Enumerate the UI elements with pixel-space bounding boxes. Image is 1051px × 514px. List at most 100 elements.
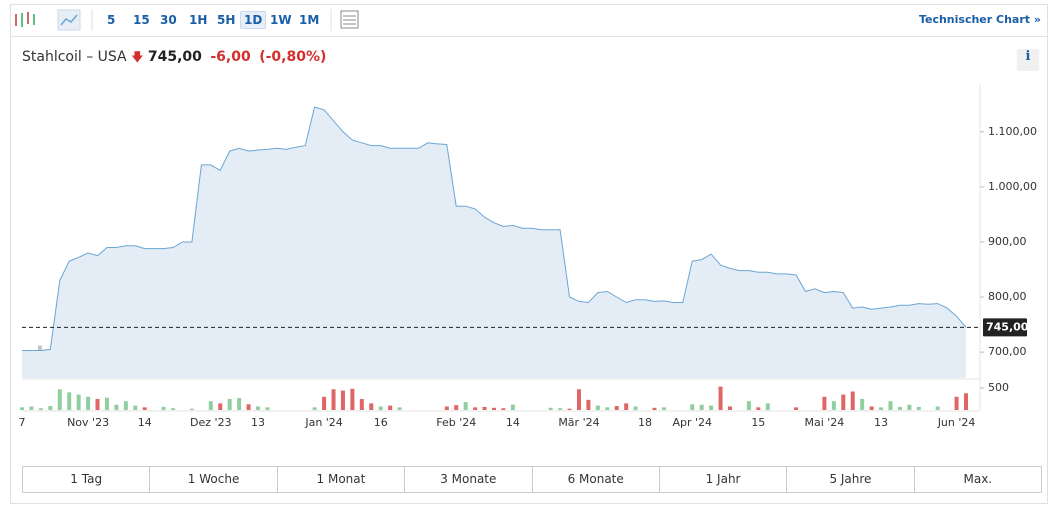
y-tick-label: 1.100,00 [988, 125, 1037, 138]
volume-bar [444, 406, 449, 410]
volume-bar [463, 402, 468, 410]
volume-bar [95, 398, 100, 410]
interval-button[interactable]: 1W [270, 13, 292, 27]
volume-bar [935, 406, 940, 410]
volume-bar [746, 401, 751, 410]
volume-bar [831, 401, 836, 410]
price: 745,00 [147, 49, 202, 65]
range-button[interactable]: 3 Monate [404, 467, 531, 492]
volume-bar [765, 403, 770, 410]
volume-bar [850, 391, 855, 410]
volume-bar [454, 405, 459, 410]
down-arrow: 🡇 [131, 50, 144, 64]
volume-bar [822, 396, 827, 410]
volume-bar [586, 399, 591, 410]
price-line [22, 106, 967, 351]
range-button[interactable]: 6 Monate [531, 467, 659, 492]
volume-bar [501, 408, 506, 410]
volume-bar [652, 407, 657, 410]
x-tick-label: Apr '24 [672, 416, 712, 429]
last-price-box [983, 318, 1027, 337]
range-button[interactable]: 1 Jahr [658, 467, 786, 492]
volume-bar [548, 407, 553, 410]
volume-bar [482, 406, 487, 410]
volume-bar [322, 396, 327, 410]
table-icon [330, 9, 359, 31]
volume-bar [860, 398, 865, 410]
volume-bar [114, 404, 119, 410]
volume-bar [794, 407, 799, 410]
volume-bar [76, 394, 81, 410]
range-button[interactable]: 1 Monat [276, 467, 404, 492]
technical-chart-link[interactable]: Technischer Chart » [919, 13, 1041, 26]
x-tick-label: Jun '24 [937, 416, 976, 429]
volume-bar [350, 388, 355, 410]
volume-bar [48, 406, 53, 410]
volume-bar [576, 389, 581, 410]
interval-button[interactable]: 1H [189, 13, 208, 27]
x-tick-label: Jan '24 [304, 416, 342, 429]
widget: 5 15 30 1H 5H 1D 1W 1M Technischer Chart » Stah… [10, 4, 1048, 504]
range-buttons: 1 Tag 1 Woche 1 Monat 3 Monate 6 Monate 1 Jah… [22, 466, 1042, 493]
volume-bar [218, 403, 223, 410]
interval-button[interactable]: 30 [160, 13, 177, 27]
quote-header: Stahlcoil – USA 🡇 745,00 -6,00 (-0,80%) [22, 48, 326, 69]
volume-bar [331, 389, 336, 410]
volume-bar [388, 405, 393, 410]
y2-tick-label: 500 [988, 381, 1009, 394]
volume-bar [359, 398, 364, 410]
volume-bar [67, 392, 72, 410]
change: -6,00 [210, 49, 251, 65]
interval-button[interactable]: 1M [299, 13, 320, 27]
volume-bar [246, 404, 251, 410]
volume-bar [897, 406, 902, 410]
link-text[interactable]: Technischer Chart [918, 13, 1031, 26]
volume-bar [340, 390, 345, 410]
volume-bar [633, 406, 638, 410]
range-button[interactable]: 1 Tag [70, 472, 103, 486]
info-button[interactable]: i [1017, 49, 1039, 71]
volume-bar [208, 401, 213, 410]
range-button[interactable]: 1 Woche [149, 467, 276, 492]
volume-bar [709, 405, 714, 410]
area [22, 107, 966, 378]
x-tick-label: 16 [374, 416, 388, 429]
volume-bar [605, 407, 610, 410]
link-arrow[interactable]: » [1033, 13, 1041, 26]
volume-bar [123, 401, 128, 410]
x-tick-label: Dez '23 [190, 416, 232, 429]
volume-bar [699, 404, 704, 410]
volume-bar [964, 393, 968, 410]
range-button[interactable]: Max. [913, 467, 1041, 492]
volume-bar [104, 397, 109, 410]
interval-button[interactable]: 5H [217, 13, 236, 27]
volume-bar [38, 408, 43, 410]
volume-bar [907, 404, 912, 410]
interval-button[interactable]: 5 [107, 13, 116, 27]
volume-bar [227, 398, 232, 410]
tool-icons [15, 9, 93, 31]
chart: 700,00800,00900,001.000,001.100,00500Inv… [19, 85, 1037, 429]
volume-bar [133, 405, 138, 410]
volume-bar [397, 407, 402, 410]
volume-bar [888, 401, 893, 410]
change-pct: (-0,80%) [259, 49, 327, 65]
interval-button[interactable]: 1D [240, 11, 267, 29]
instrument-name: Stahlcoil – USA [22, 49, 127, 65]
volume-bar [661, 407, 666, 410]
x-tick-label: Mär '24 [558, 416, 599, 429]
volume-bar [916, 406, 921, 410]
volume-bar [378, 406, 383, 410]
x-tick-label: Mai '24 [804, 416, 844, 429]
interval-button[interactable]: 15 [133, 13, 150, 27]
volume-bar [954, 396, 959, 410]
y-tick-label: 1.000,00 [988, 180, 1037, 193]
volume-bar [718, 386, 723, 410]
volume-bar [728, 406, 732, 410]
toolbar: 5 15 30 1H 5H 1D 1W 1M Technischer Chart » [11, 5, 1047, 37]
x-tick-label: 14 [138, 416, 152, 429]
volume-bar [841, 394, 846, 410]
volume-bar [614, 406, 619, 410]
volume-bar [161, 406, 166, 410]
range-button[interactable]: 5 Jahre [786, 467, 913, 492]
